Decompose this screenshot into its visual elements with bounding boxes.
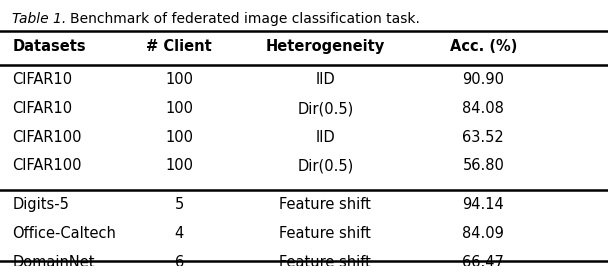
Text: 100: 100: [165, 159, 193, 173]
Text: 84.09: 84.09: [463, 226, 504, 241]
Text: Benchmark of federated image classification task.: Benchmark of federated image classificat…: [70, 12, 420, 26]
Text: Heterogeneity: Heterogeneity: [266, 39, 385, 54]
Text: Acc. (%): Acc. (%): [450, 39, 517, 54]
Text: 100: 100: [165, 101, 193, 116]
Text: 56.80: 56.80: [463, 159, 504, 173]
Text: IID: IID: [316, 72, 335, 87]
Text: 66.47: 66.47: [463, 255, 504, 266]
Text: Dir(0.5): Dir(0.5): [297, 159, 353, 173]
Text: IID: IID: [316, 130, 335, 145]
Text: 6: 6: [174, 255, 184, 266]
Text: Digits-5: Digits-5: [12, 197, 69, 212]
Text: 84.08: 84.08: [463, 101, 504, 116]
Text: DomainNet: DomainNet: [12, 255, 95, 266]
Text: 90.90: 90.90: [462, 72, 505, 87]
Text: 94.14: 94.14: [463, 197, 504, 212]
Text: Feature shift: Feature shift: [279, 197, 371, 212]
Text: CIFAR10: CIFAR10: [12, 72, 72, 87]
Text: Feature shift: Feature shift: [279, 255, 371, 266]
Text: 5: 5: [174, 197, 184, 212]
Text: 100: 100: [165, 130, 193, 145]
Text: 63.52: 63.52: [463, 130, 504, 145]
Text: CIFAR100: CIFAR100: [12, 159, 81, 173]
Text: Office-Caltech: Office-Caltech: [12, 226, 116, 241]
Text: 100: 100: [165, 72, 193, 87]
Text: Dir(0.5): Dir(0.5): [297, 101, 353, 116]
Text: CIFAR10: CIFAR10: [12, 101, 72, 116]
Text: Feature shift: Feature shift: [279, 226, 371, 241]
Text: 4: 4: [174, 226, 184, 241]
Text: Datasets: Datasets: [12, 39, 86, 54]
Text: # Client: # Client: [147, 39, 212, 54]
Text: Table 1.: Table 1.: [12, 12, 71, 26]
Text: CIFAR100: CIFAR100: [12, 130, 81, 145]
